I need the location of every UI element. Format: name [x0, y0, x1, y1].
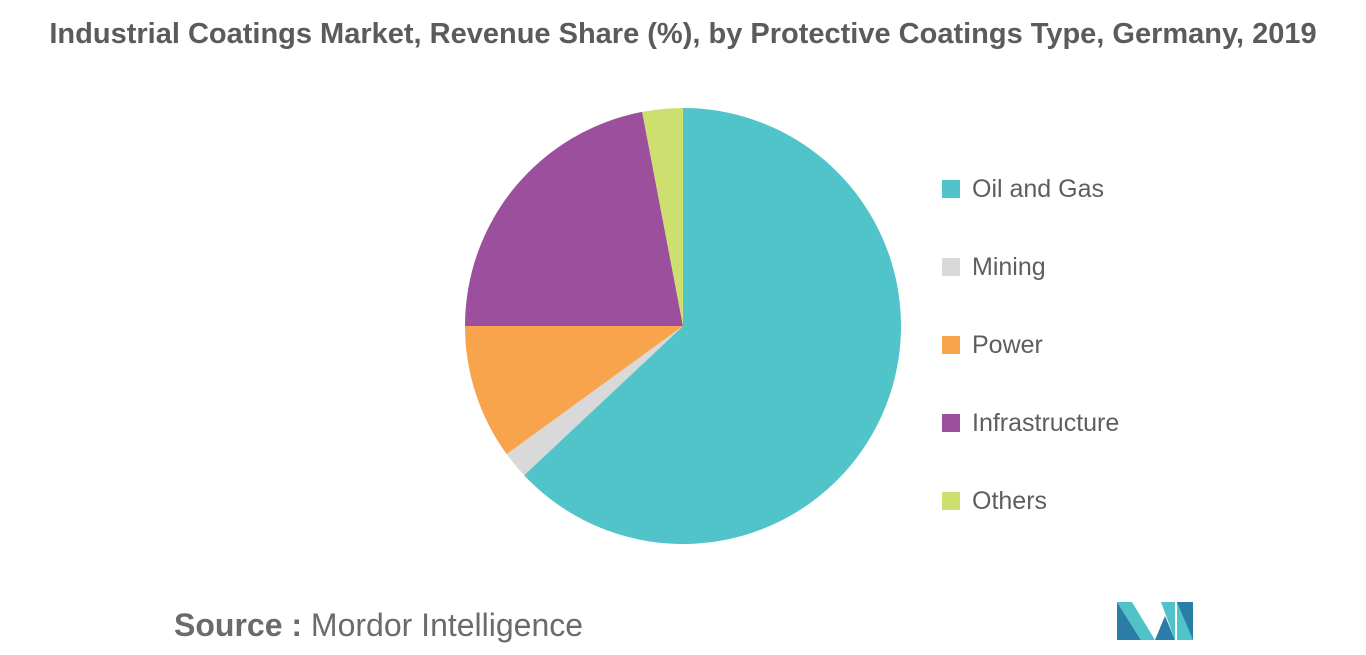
legend-swatch [942, 492, 960, 510]
source-note: Source : Mordor Intelligence [174, 607, 583, 644]
pie-slice-oil-and-gas [524, 108, 901, 544]
pie-slice-power [464, 326, 683, 455]
pie-slice-others [642, 108, 683, 326]
legend-label: Mining [972, 252, 1046, 281]
source-key: Source : [174, 607, 303, 643]
source-value: Mordor Intelligence [310, 607, 584, 643]
legend-swatch [942, 180, 960, 198]
legend-item-power: Power [942, 306, 1119, 384]
legend-swatch [942, 258, 960, 276]
legend-label: Oil and Gas [972, 174, 1105, 203]
legend-swatch [942, 414, 960, 432]
legend-label: Infrastructure [972, 408, 1120, 437]
mordor-intelligence-logo-icon [1117, 602, 1193, 640]
legend-item-infrastructure: Infrastructure [942, 384, 1119, 462]
pie-slices [464, 108, 901, 544]
chart-title: Industrial Coatings Market, Revenue Shar… [49, 18, 1317, 50]
pie-slice-infrastructure [465, 111, 683, 326]
legend-label: Others [972, 486, 1048, 515]
legend-swatch [942, 336, 960, 354]
legend-item-others: Others [942, 462, 1119, 540]
pie-slice-mining [506, 326, 683, 476]
legend-item-mining: Mining [942, 228, 1119, 306]
legend-item-oil-and-gas: Oil and Gas [942, 150, 1119, 228]
legend: Oil and Gas Mining Power Infrastructure Othe… [942, 150, 1119, 540]
legend-label: Power [972, 330, 1043, 359]
